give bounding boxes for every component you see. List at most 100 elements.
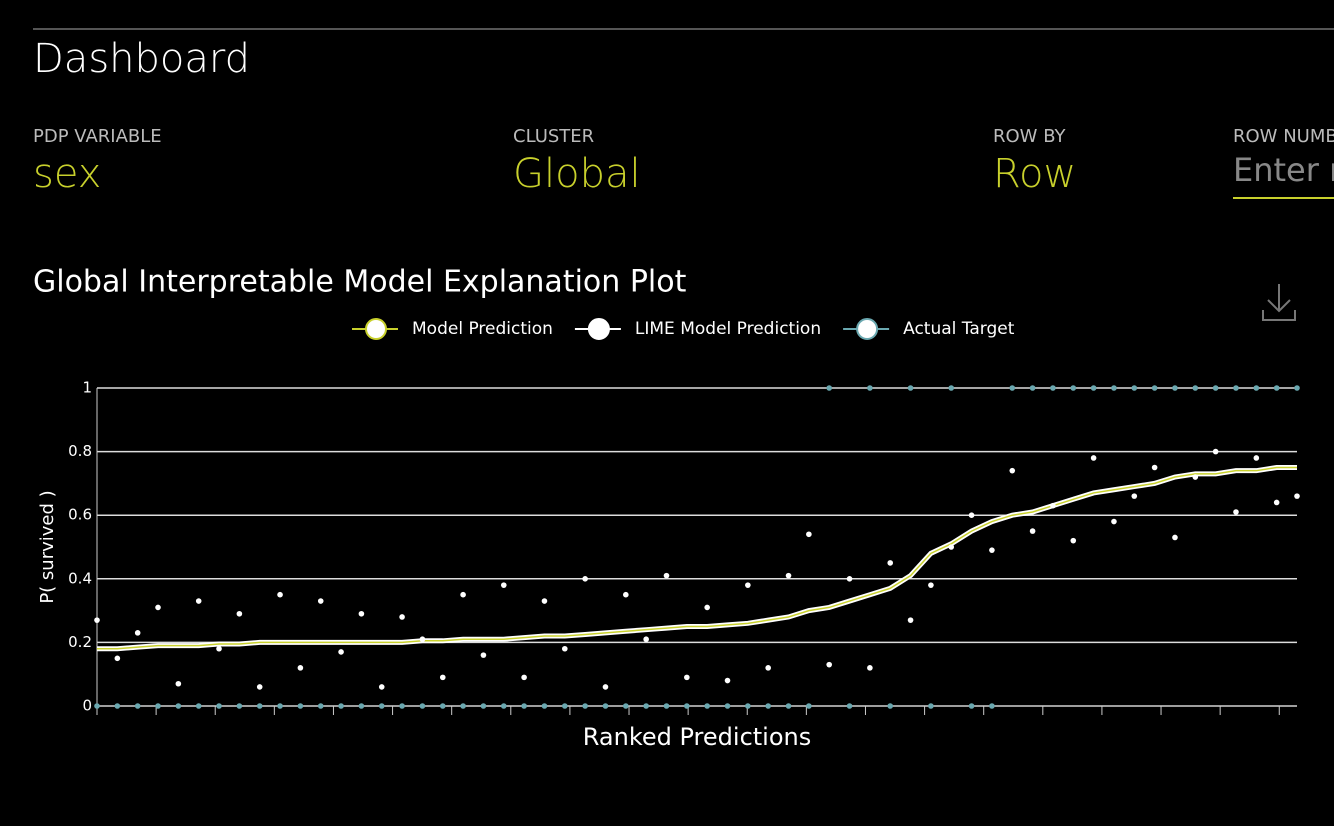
data-point xyxy=(114,655,121,662)
data-point xyxy=(1212,385,1219,391)
data-point xyxy=(1192,474,1199,480)
data-point xyxy=(582,703,588,709)
data-point xyxy=(928,582,934,588)
data-point xyxy=(1294,493,1300,499)
download-button[interactable] xyxy=(1262,284,1296,321)
data-point xyxy=(1253,455,1260,461)
y-tick-label: 0 xyxy=(82,697,92,715)
data-point xyxy=(1294,385,1300,391)
data-point xyxy=(439,674,446,681)
data-point xyxy=(338,649,344,655)
data-point xyxy=(338,703,344,709)
data-point xyxy=(968,512,975,518)
control-value[interactable]: sex xyxy=(33,151,102,197)
series-line xyxy=(97,465,1297,652)
data-point xyxy=(887,560,894,566)
y-tick-label: 0.2 xyxy=(68,633,92,651)
chart-title: Global Interpretable Model Explanation P… xyxy=(33,265,687,300)
data-point xyxy=(968,703,975,709)
control[interactable]: ROW NUMBER Enter row number xyxy=(1233,126,1334,199)
data-point xyxy=(1192,385,1199,391)
y-axis-label: P( survived ) xyxy=(37,490,58,603)
data-point xyxy=(521,674,527,681)
legend-marker xyxy=(587,318,610,340)
data-point xyxy=(806,531,812,538)
y-tick-label: 0.8 xyxy=(68,442,92,460)
data-point xyxy=(419,703,426,709)
data-point xyxy=(989,703,995,709)
data-point xyxy=(480,703,487,709)
data-point xyxy=(1212,448,1219,455)
data-point xyxy=(745,582,751,588)
data-point xyxy=(419,636,426,643)
text-input[interactable]: Enter row number xyxy=(1233,151,1334,199)
data-point xyxy=(1131,493,1138,499)
data-point xyxy=(317,598,324,604)
data-point xyxy=(846,703,853,709)
data-point xyxy=(358,703,365,709)
data-point xyxy=(1172,534,1178,541)
data-point xyxy=(1233,385,1239,391)
data-point xyxy=(378,703,385,709)
data-point xyxy=(460,591,466,598)
page-title: Dashboard xyxy=(33,36,251,82)
data-point xyxy=(134,630,141,636)
control[interactable]: PDP VARIABLE sex xyxy=(33,126,162,197)
y-tick-label: 0.4 xyxy=(68,569,92,587)
data-point xyxy=(948,544,955,550)
data-point xyxy=(765,665,771,671)
data-point xyxy=(561,645,568,652)
data-point xyxy=(582,576,588,582)
data-point xyxy=(1273,499,1280,506)
data-point xyxy=(561,703,568,709)
data-point xyxy=(216,703,222,709)
data-point xyxy=(1050,502,1056,509)
series-line-core xyxy=(97,466,1297,650)
data-point xyxy=(1009,467,1016,474)
data-point xyxy=(1233,509,1239,515)
data-point xyxy=(765,703,771,709)
data-point xyxy=(846,576,853,582)
data-point xyxy=(236,610,243,617)
data-point xyxy=(826,661,833,668)
data-point xyxy=(94,617,100,623)
control[interactable]: ROW BY Row xyxy=(993,126,1076,197)
data-point xyxy=(175,680,182,687)
data-point xyxy=(317,703,324,709)
data-point xyxy=(1070,537,1077,544)
control-value[interactable]: Row xyxy=(993,151,1077,197)
data-point xyxy=(1050,385,1056,391)
data-point xyxy=(114,703,121,709)
data-point xyxy=(785,703,792,709)
control[interactable]: CLUSTER Global xyxy=(513,126,641,197)
y-tick-label: 0.6 xyxy=(68,506,92,524)
data-point xyxy=(500,582,507,588)
data-point xyxy=(277,703,283,709)
data-point xyxy=(439,703,446,709)
data-point xyxy=(399,614,405,620)
data-point xyxy=(1009,385,1016,391)
data-point xyxy=(236,703,243,709)
data-point xyxy=(643,703,649,709)
data-point xyxy=(1111,385,1117,391)
data-point xyxy=(195,703,202,709)
legend-marker xyxy=(856,318,879,340)
control-value[interactable]: Global xyxy=(513,151,641,197)
data-point xyxy=(948,385,955,391)
data-point xyxy=(785,572,792,579)
data-point xyxy=(297,703,304,709)
data-point xyxy=(867,665,873,671)
data-point xyxy=(602,703,609,709)
data-point xyxy=(1131,385,1138,391)
data-point xyxy=(155,703,161,709)
y-tick-label: 1 xyxy=(82,379,92,397)
legend-marker xyxy=(365,318,387,340)
data-point xyxy=(1151,464,1158,471)
data-point xyxy=(480,652,487,658)
data-point xyxy=(500,703,507,709)
data-point xyxy=(826,385,833,391)
data-point xyxy=(907,385,914,391)
data-point xyxy=(521,703,527,709)
legend-label: Model Prediction xyxy=(412,319,553,339)
control-label: CLUSTER xyxy=(513,126,595,147)
